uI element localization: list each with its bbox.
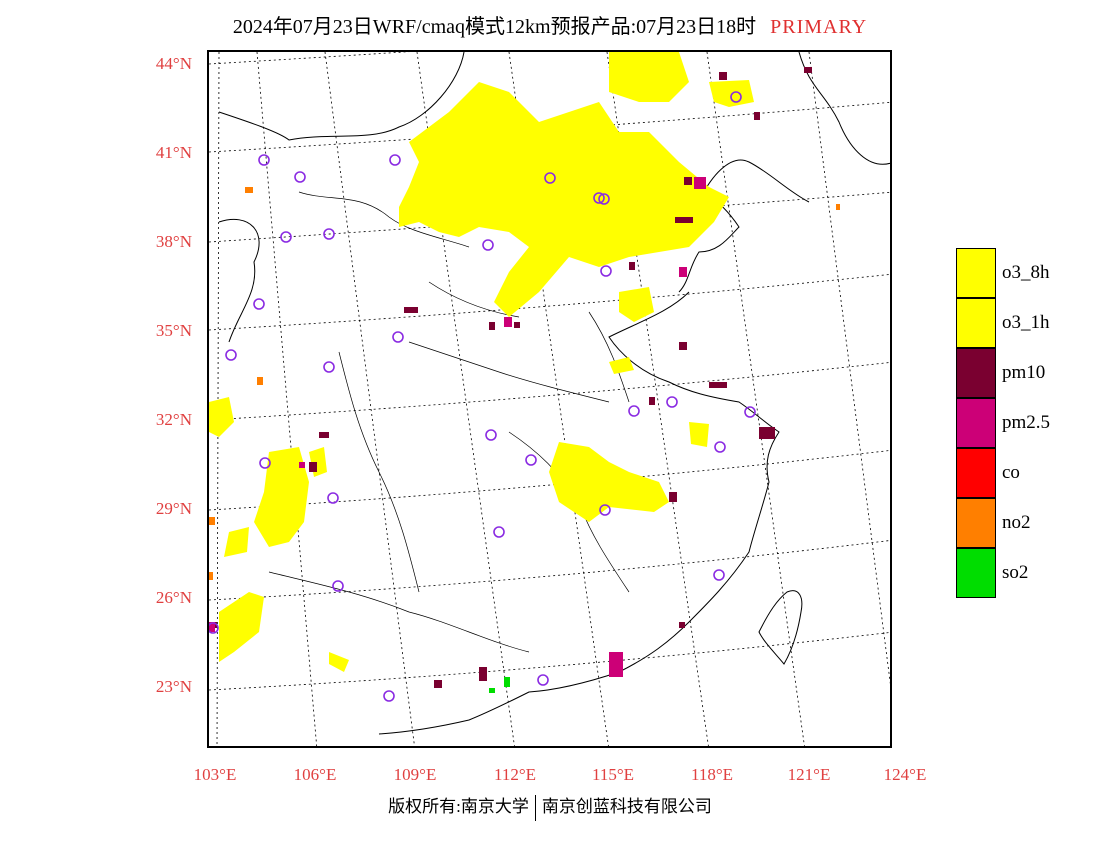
lon-label: 121°E <box>787 765 831 784</box>
lat-label: 29°N <box>155 499 192 518</box>
lon-label: 115°E <box>591 765 635 784</box>
lon-label: 124°E <box>883 765 927 784</box>
lat-label: 23°N <box>155 677 192 696</box>
lon-label: 112°E <box>493 765 537 784</box>
legend-label: so2 <box>1002 562 1029 583</box>
legend-label: pm10 <box>1002 362 1046 383</box>
legend-swatch <box>956 398 996 448</box>
legend-label: co <box>1002 462 1020 483</box>
copyright-company: 南京创蓝科技有限公司 <box>541 797 712 816</box>
lat-label: 41°N <box>155 143 192 162</box>
pollutant-tag: PRIMARY <box>770 16 868 38</box>
legend-swatch <box>956 448 996 498</box>
lat-label: 38°N <box>155 232 192 251</box>
pm10-pixels <box>209 67 812 688</box>
legend-label: o3_8h <box>1002 262 1050 283</box>
copyright-owner: 版权所有:南京大学 <box>388 797 529 816</box>
lon-label: 109°E <box>393 765 437 784</box>
lon-label: 118°E <box>690 765 734 784</box>
map-svg <box>209 52 890 746</box>
no2-pixels <box>209 187 840 580</box>
copyright-footer: 版权所有:南京大学 南京创蓝科技有限公司 <box>0 792 1100 822</box>
graticule <box>209 52 890 746</box>
legend-swatch <box>956 248 996 298</box>
map-title-main: 2024年07月23日WRF/cmaq模式12km预报产品:07月23日18时 <box>232 16 757 38</box>
lon-label: 106°E <box>293 765 337 784</box>
legend-label: no2 <box>1002 512 1031 533</box>
lon-label: 103°E <box>193 765 237 784</box>
so2-pixels <box>489 677 510 693</box>
legend-swatch <box>956 348 996 398</box>
lat-label: 35°N <box>155 321 192 340</box>
o3-patches <box>209 52 754 672</box>
pm25-pixels <box>209 177 706 677</box>
lat-label: 32°N <box>155 410 192 429</box>
lat-label: 44°N <box>155 54 192 73</box>
map-canvas[interactable] <box>207 50 892 748</box>
legend-label: pm2.5 <box>1002 412 1051 433</box>
legend-swatch <box>956 548 996 598</box>
footer-divider <box>534 795 536 822</box>
station-markers <box>209 91 756 702</box>
legend-swatch <box>956 298 996 348</box>
legend-label: o3_1h <box>1002 312 1050 333</box>
legend-swatch <box>956 498 996 548</box>
lat-label: 26°N <box>155 588 192 607</box>
map-title: 2024年07月23日WRF/cmaq模式12km预报产品:07月23日18时 P… <box>0 10 1100 39</box>
